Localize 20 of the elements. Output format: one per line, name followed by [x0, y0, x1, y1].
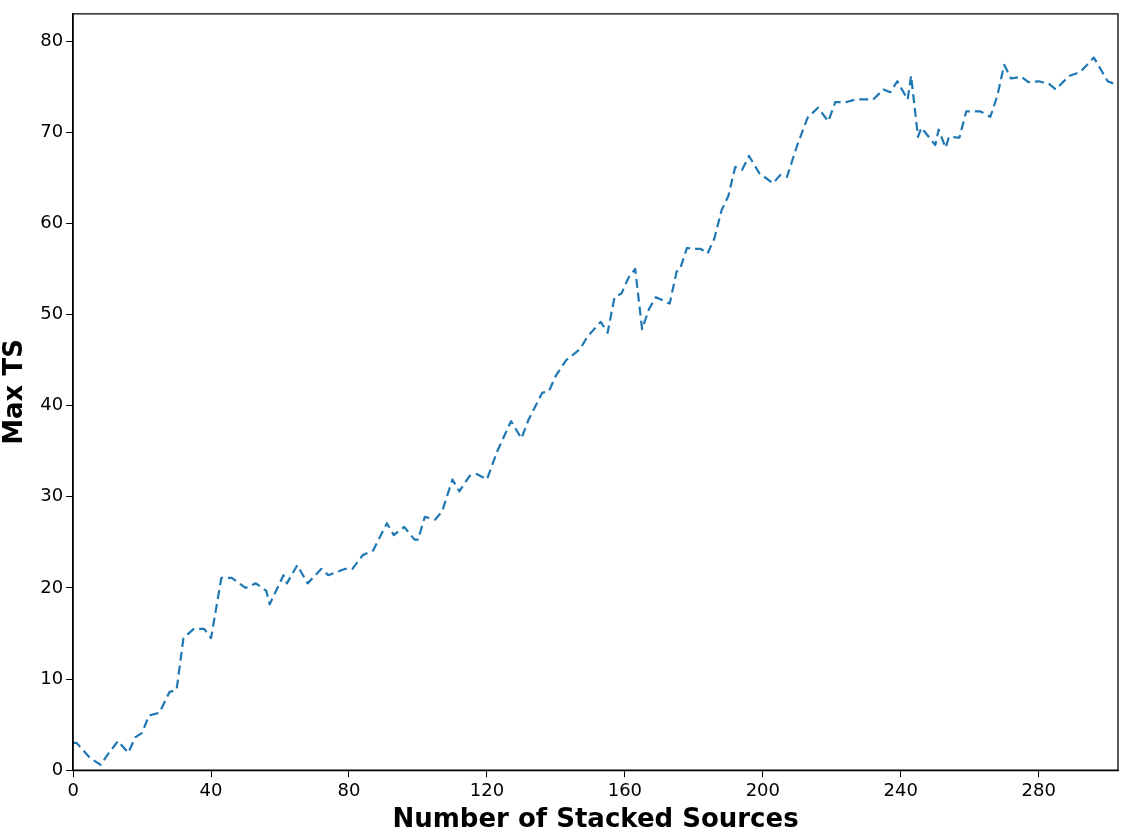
x-tick-label: 0 — [67, 778, 79, 800]
y-tick-label: 50 — [40, 302, 64, 324]
y-tick-label: 80 — [40, 28, 64, 50]
y-tick-label: 70 — [40, 119, 64, 141]
y-tick-label: 20 — [40, 575, 64, 597]
y-axis-title: Max TS — [0, 339, 29, 445]
x-tick-label: 280 — [1021, 778, 1056, 800]
x-tick-label: 40 — [199, 778, 223, 800]
y-tick-label: 60 — [40, 211, 64, 233]
x-tick-label: 120 — [469, 778, 505, 800]
y-tick-label: 0 — [51, 757, 64, 779]
x-tick-label: 240 — [883, 778, 918, 800]
y-tick-label: 40 — [40, 393, 64, 415]
x-tick-label: 160 — [607, 778, 643, 800]
x-tick-label: 80 — [337, 778, 361, 800]
x-axis-title: Number of Stacked Sources — [392, 803, 799, 834]
y-tick-label: 30 — [40, 484, 64, 506]
line-series — [73, 56, 1116, 766]
x-tick-label: 200 — [745, 778, 780, 800]
y-tick-label: 10 — [40, 666, 64, 688]
